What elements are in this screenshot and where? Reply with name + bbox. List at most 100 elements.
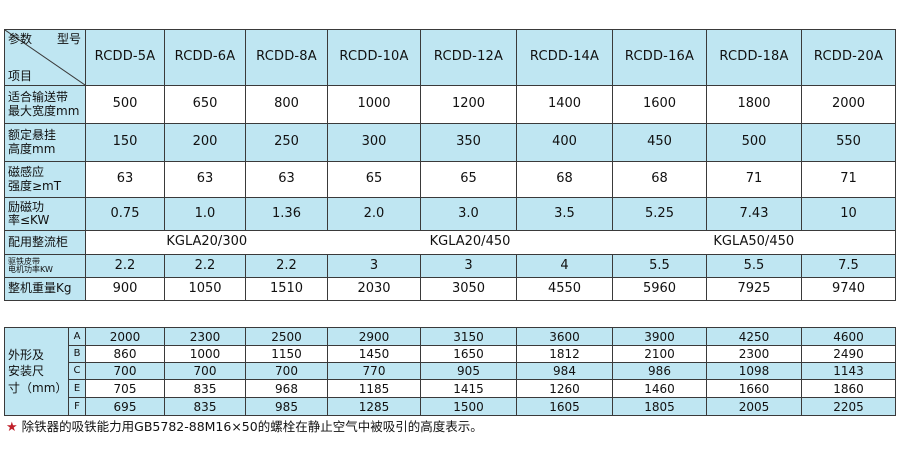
table-cell: 4250 [706, 327, 802, 346]
corner-param-label: 参数 [8, 32, 33, 46]
table-cell: 5.5 [706, 254, 802, 278]
table-cell: 2005 [706, 397, 802, 416]
table-cell: 1650 [420, 345, 517, 363]
table-cell: 1000 [164, 345, 246, 363]
table-cell: 2000 [801, 85, 896, 124]
row-label: 磁感应 强度≥mT [4, 161, 86, 198]
table-cell: 3.5 [516, 197, 613, 231]
table-row: 适合输送带 最大宽度mm 500 650 800 1000 1200 1400 … [4, 85, 896, 124]
table-cell: 9740 [801, 277, 896, 301]
table-cell: 1.0 [164, 197, 246, 231]
table-row: 励磁功 率≤KW 0.75 1.0 1.36 2.0 3.0 3.5 5.25 … [4, 197, 896, 231]
model-header: RCDD-20A [801, 29, 896, 86]
row-label: 整机重量Kg [4, 277, 86, 301]
table-cell: 3 [327, 254, 421, 278]
table-cell: 1050 [164, 277, 246, 301]
dimension-letter: F [68, 397, 86, 416]
table-cell: 986 [612, 362, 707, 380]
row-label-line: 驱铁皮带 [8, 256, 40, 266]
table-cell: 905 [420, 362, 517, 380]
table-cell: 2490 [801, 345, 896, 363]
table-cell: 650 [164, 85, 246, 124]
table-cell: 4550 [516, 277, 613, 301]
table-cell: 1605 [516, 397, 613, 416]
table-cell: 2.0 [327, 197, 421, 231]
model-header: RCDD-6A [164, 29, 246, 86]
table-cell: 1510 [245, 277, 328, 301]
row-label-line: 率≤KW [8, 213, 50, 227]
table-cell: 2.2 [164, 254, 246, 278]
table-cell: 835 [164, 379, 246, 398]
table-cell: 1200 [420, 85, 517, 124]
table-cell: 2.2 [85, 254, 165, 278]
table-cell: 63 [85, 161, 165, 198]
row-label-line: 最大宽度mm [8, 103, 80, 118]
table-cell: 1460 [612, 379, 707, 398]
table-row: 驱铁皮带 电机功率KW 2.2 2.2 2.2 3 3 4 5.5 5.5 7.… [4, 254, 896, 278]
header-row: 参数 型号 项目 RCDD-5A RCDD-6A RCDD-8A RCDD-10… [4, 29, 896, 86]
dimension-row-b: B 860 1000 1150 1450 1650 1812 2100 2300… [5, 345, 896, 363]
table-cell: 1000 [327, 85, 421, 124]
table-cell: 0.75 [85, 197, 165, 231]
table-cell: 550 [801, 123, 896, 162]
table-cell: 2100 [612, 345, 707, 363]
table-cell: 7.5 [801, 254, 896, 278]
table-cell: 1860 [801, 379, 896, 398]
dimensions-label: 外形及 安装尺 寸（mm） [4, 327, 69, 416]
rectifier-row: 配用整流柜 KGLA20/300 KGLA20/450 KGLA50/450 [4, 230, 896, 255]
table-cell: 1812 [516, 345, 613, 363]
table-cell: 1415 [420, 379, 517, 398]
table-cell: 700 [85, 362, 165, 380]
row-label-line: 磁感应 [8, 165, 45, 180]
table-cell: 860 [85, 345, 165, 363]
table-cell: 200 [164, 123, 246, 162]
table-cell: 1150 [245, 345, 328, 363]
table-cell: 65 [420, 161, 517, 198]
dimension-row-e: E 705 835 968 1185 1415 1260 1460 1660 1… [5, 379, 896, 398]
table-cell: 71 [706, 161, 802, 198]
table-cell: 1.36 [245, 197, 328, 231]
table-cell: 2030 [327, 277, 421, 301]
table-cell: 1400 [516, 85, 613, 124]
table-cell: 3 [420, 254, 517, 278]
table-cell: 350 [420, 123, 517, 162]
table-cell: 900 [85, 277, 165, 301]
table-cell: 500 [706, 123, 802, 162]
table-cell: 68 [516, 161, 613, 198]
table-cell: 3900 [612, 327, 707, 346]
table-row: 额定悬挂 高度mm 150 200 250 300 350 400 450 50… [4, 123, 896, 162]
rectifier-group: KGLA20/300 [85, 230, 328, 255]
model-header: RCDD-14A [516, 29, 613, 86]
dimension-letter: B [68, 345, 86, 363]
row-label-line: 强度≥mT [8, 178, 62, 193]
model-header: RCDD-5A [85, 29, 165, 86]
corner-item-label: 项目 [8, 68, 33, 83]
footnote: ★ 除铁器的吸铁能力用GB5782-88M16×50的螺栓在静止空气中被吸引的高度… [6, 416, 483, 435]
table-cell: 3150 [420, 327, 517, 346]
table-cell: 2500 [245, 327, 328, 346]
table-cell: 3.0 [420, 197, 517, 231]
table-cell: 695 [85, 397, 165, 416]
table-cell: 450 [612, 123, 707, 162]
dimension-row-c: C 700 700 700 770 905 984 986 1098 1143 [5, 362, 896, 380]
row-label: 额定悬挂 高度mm [4, 123, 86, 162]
table-cell: 700 [245, 362, 328, 380]
table-cell: 65 [327, 161, 421, 198]
row-label-line: 高度mm [8, 141, 56, 156]
spec-table: 参数 型号 项目 RCDD-5A RCDD-6A RCDD-8A RCDD-10… [4, 29, 896, 301]
table-cell: 3050 [420, 277, 517, 301]
table-cell: 1450 [327, 345, 421, 363]
table-cell: 2300 [706, 345, 802, 363]
table-cell: 4 [516, 254, 613, 278]
row-label: 驱铁皮带 电机功率KW [4, 254, 86, 278]
footnote-text: 除铁器的吸铁能力用GB5782-88M16×50的螺栓在静止空气中被吸引的高度表… [21, 419, 483, 434]
table-row: 磁感应 强度≥mT 63 63 63 65 65 68 68 71 71 [4, 161, 896, 198]
table-cell: 150 [85, 123, 165, 162]
row-label-line: 适合输送带 [8, 90, 69, 105]
table-cell: 2300 [164, 327, 246, 346]
dimensions-table: 外形及 安装尺 寸（mm） A 2000 2300 2500 2900 3150… [4, 327, 896, 416]
row-label-line: 安装尺 [8, 364, 45, 379]
model-header: RCDD-10A [327, 29, 421, 86]
table-cell: 984 [516, 362, 613, 380]
table-cell: 2.2 [245, 254, 328, 278]
